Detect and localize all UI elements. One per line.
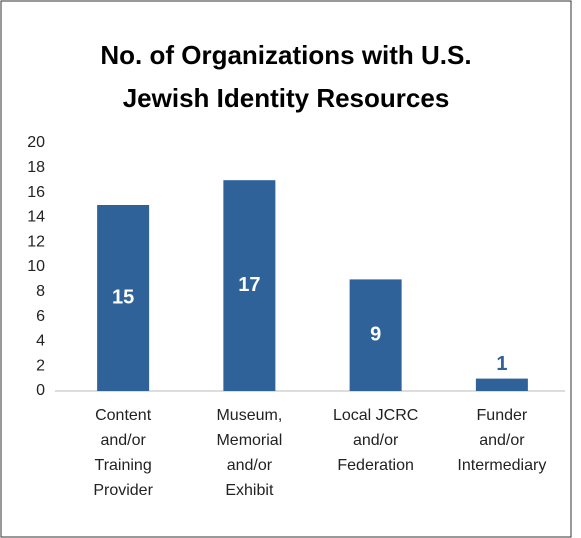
data-label: 1 [496,353,507,375]
y-tick-label: 12 [27,233,45,250]
x-tick-label: Federation [337,457,414,474]
y-tick-label: 14 [27,209,45,226]
x-tick-label: and/or [479,432,525,449]
data-label: 15 [112,286,134,308]
data-label: 9 [370,323,381,345]
x-tick-label: Provider [93,482,153,499]
x-tick-label: Local JCRC [333,407,418,424]
x-tick-label: Memorial [216,432,282,449]
x-tick-label: Funder [477,407,528,424]
x-tick-label: and/or [227,457,273,474]
y-tick-label: 18 [27,159,45,176]
y-tick-label: 8 [36,283,45,300]
x-tick-label: and/or [100,432,146,449]
x-tick-label: Training [95,457,152,474]
x-tick-label: Exhibit [225,482,274,499]
y-tick-label: 6 [36,308,45,325]
data-label: 17 [238,274,260,296]
bar [97,205,150,391]
chart-title: No. of Organizations with U.S. [100,40,471,70]
x-tick-label: Content [95,407,152,424]
y-tick-label: 2 [36,357,45,374]
bar [475,378,528,391]
y-tick-label: 10 [27,258,45,275]
y-tick-label: 4 [36,333,45,350]
bar [349,279,402,391]
y-tick-label: 20 [27,134,45,151]
x-tick-label: and/or [353,432,399,449]
bar [223,180,276,391]
y-tick-label: 16 [27,184,45,201]
x-tick-label: Museum, [216,407,282,424]
x-tick-label: Intermediary [457,457,546,474]
chart-title: Jewish Identity Resources [123,83,450,113]
y-tick-label: 0 [36,382,45,399]
